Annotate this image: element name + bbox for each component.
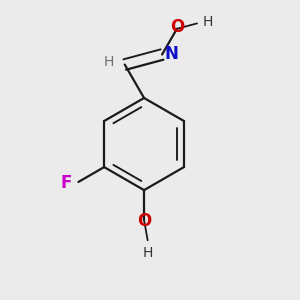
Text: F: F bbox=[61, 174, 72, 192]
Text: O: O bbox=[137, 212, 151, 230]
Text: N: N bbox=[164, 45, 178, 63]
Text: O: O bbox=[170, 18, 184, 36]
Text: H: H bbox=[202, 15, 213, 29]
Text: H: H bbox=[143, 246, 154, 260]
Text: H: H bbox=[104, 55, 114, 69]
